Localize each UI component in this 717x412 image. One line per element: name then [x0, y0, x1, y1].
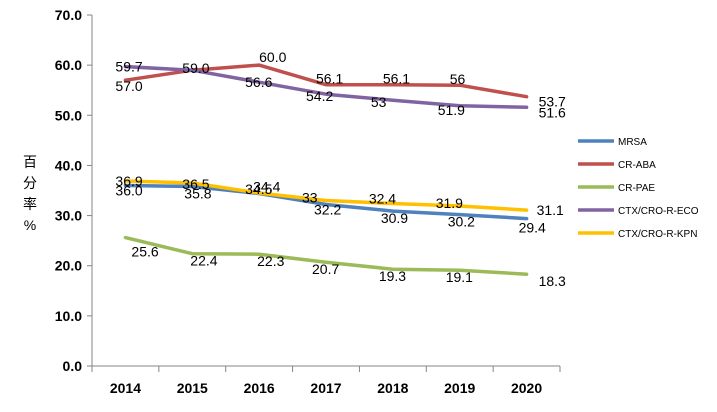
x-tick-label: 2017 — [310, 380, 341, 396]
y-axis-ticks: 0.0 10.0 20.0 30.0 40.0 50.0 60.0 70.0 — [55, 7, 92, 374]
legend: MRSA CR-ABA CR-PAE CTX/CRO-R-ECO CTX/CRO-R-K… — [578, 137, 699, 240]
legend-label: CTX/CRO-R-ECO — [618, 206, 699, 217]
data-label: 54.2 — [306, 88, 333, 104]
data-label: 57.0 — [115, 78, 142, 94]
legend-label: CR-PAE — [618, 183, 655, 194]
data-label: 25.6 — [131, 244, 158, 260]
data-label: 29.4 — [519, 220, 546, 236]
data-label: 56.1 — [383, 71, 410, 87]
data-label: 51.9 — [438, 102, 465, 118]
y-tick-label: 50.0 — [55, 107, 82, 123]
x-tick-label: 2014 — [110, 380, 141, 396]
data-label: 51.6 — [539, 104, 566, 120]
y-tick-label: 0.0 — [63, 358, 83, 374]
data-label: 32.2 — [314, 202, 341, 218]
x-tick-label: 2015 — [177, 380, 208, 396]
y-axis-title-char: % — [24, 217, 36, 233]
y-tick-label: 40.0 — [55, 157, 82, 173]
y-tick-label: 70.0 — [55, 7, 82, 23]
data-label: 20.7 — [312, 261, 339, 277]
data-labels: 36.0 35.8 34.4 32.2 30.9 30.2 29.4 57.0 59.0 60.0… — [115, 49, 566, 289]
data-label: 53 — [371, 94, 387, 110]
series-line-cr-pae — [123, 235, 529, 276]
data-label: 35.8 — [184, 185, 211, 201]
y-axis-title-char: 百 — [23, 154, 37, 170]
data-label: 36.9 — [115, 173, 142, 189]
data-label: 31.9 — [436, 195, 463, 211]
y-axis-title-char: 率 — [23, 196, 37, 212]
series-line-mrsa — [123, 183, 529, 221]
data-label: 31.1 — [537, 202, 564, 218]
data-label: 22.3 — [257, 253, 284, 269]
y-axis-title-char: 分 — [23, 175, 37, 191]
x-tick-label: 2020 — [511, 380, 542, 396]
y-tick-label: 10.0 — [55, 308, 82, 324]
data-label: 59.0 — [182, 60, 209, 76]
y-tick-label: 20.0 — [55, 258, 82, 274]
data-label: 32.4 — [369, 191, 396, 207]
data-label: 36.5 — [182, 176, 209, 192]
data-label: 56.6 — [245, 74, 272, 90]
x-tick-label: 2016 — [244, 380, 275, 396]
data-label: 18.3 — [539, 273, 566, 289]
data-label: 34.4 — [253, 179, 280, 195]
legend-label: MRSA — [618, 137, 647, 148]
x-tick-label: 2019 — [444, 380, 475, 396]
axes — [91, 15, 560, 367]
y-tick-label: 30.0 — [55, 208, 82, 224]
y-tick-label: 60.0 — [55, 57, 82, 73]
data-label: 59.7 — [115, 59, 142, 75]
data-label: 33 — [302, 190, 318, 206]
x-axis-ticks: 2014 2015 2016 2017 2018 2019 2020 — [91, 366, 561, 396]
data-label: 30.9 — [381, 210, 408, 226]
data-label: 56 — [450, 71, 466, 87]
data-label: 30.2 — [448, 214, 475, 230]
data-label: 19.1 — [446, 269, 473, 285]
data-label: 60.0 — [259, 49, 286, 65]
series-line-ctx-cro-r-eco — [123, 64, 529, 110]
legend-label: CTX/CRO-R-KPN — [618, 229, 697, 240]
legend-label: CR-ABA — [618, 160, 656, 171]
series-lines — [123, 63, 529, 276]
data-label: 56.1 — [316, 71, 343, 87]
data-label: 53.7 — [539, 94, 566, 110]
series-line-ctx-cro-r-kpn — [123, 179, 529, 212]
data-label: 22.4 — [190, 253, 217, 269]
data-label: 36.0 — [115, 182, 142, 198]
data-label: 34.5 — [245, 181, 272, 197]
data-label: 19.3 — [379, 268, 406, 284]
y-axis-title: 百分率% — [23, 154, 37, 233]
x-tick-label: 2018 — [377, 380, 408, 396]
